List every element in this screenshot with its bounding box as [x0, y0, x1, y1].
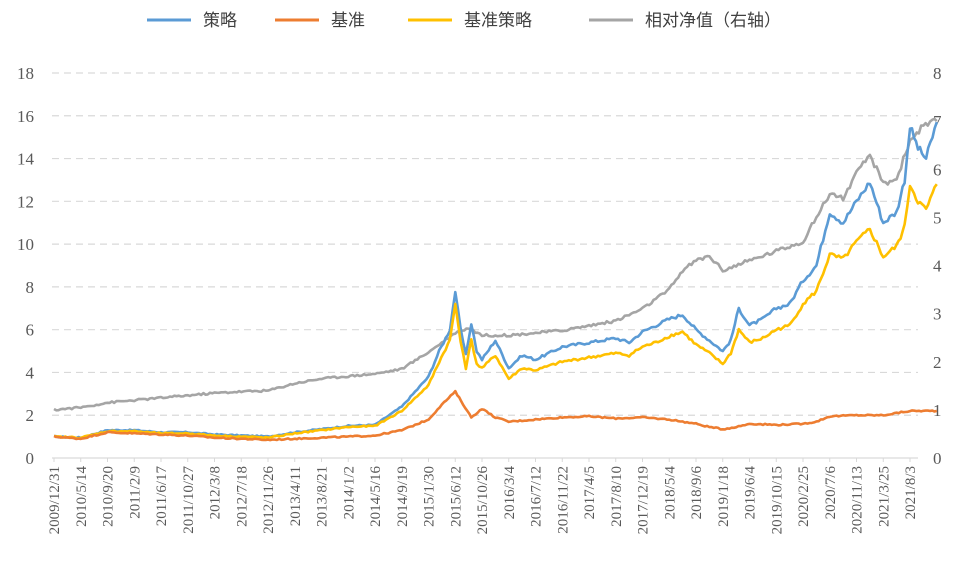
y-right-tick-label: 2 — [933, 353, 942, 372]
x-tick-label: 2019/1/18 — [716, 466, 732, 527]
x-tick-label: 2015/10/26 — [475, 466, 491, 535]
series-line-1 — [53, 389, 938, 442]
x-tick-label: 2019/6/4 — [743, 466, 759, 520]
x-axis: 2009/12/31 2010/5/14 2010/9/20 2011/2/9 2011… — [47, 458, 919, 534]
x-tick-label: 2018/5/4 — [662, 466, 678, 520]
y-left-tick-label: 14 — [17, 150, 35, 169]
gridlines — [52, 72, 918, 459]
y-right-tick-label: 1 — [933, 401, 942, 420]
x-tick-label: 2011/6/17 — [154, 466, 170, 527]
y-left-tick-label: 2 — [26, 406, 35, 425]
left-y-axis: 0 2 4 6 8 10 12 14 16 18 — [17, 64, 35, 468]
x-tick-label: 2012/7/18 — [234, 466, 250, 527]
x-tick-label: 2011/2/9 — [127, 466, 143, 519]
y-left-tick-label: 6 — [26, 321, 35, 340]
x-tick-label: 2013/4/11 — [288, 466, 304, 526]
x-tick-label: 2010/9/20 — [101, 466, 117, 527]
y-left-tick-label: 4 — [26, 363, 35, 382]
legend-label: 相对净值（右轴） — [645, 11, 781, 31]
y-right-tick-label: 0 — [933, 449, 942, 468]
x-tick-label: 2019/10/15 — [769, 466, 785, 534]
x-tick-label: 2014/1/2 — [341, 466, 357, 519]
series-line-0 — [53, 121, 939, 440]
x-tick-label: 2020/7/6 — [823, 466, 839, 520]
x-tick-label: 2020/2/25 — [796, 466, 812, 527]
x-tick-label: 2011/10/27 — [181, 466, 197, 534]
y-right-tick-label: 4 — [933, 257, 942, 276]
y-left-tick-label: 16 — [17, 107, 34, 126]
series-line-2 — [53, 183, 938, 440]
x-tick-label: 2012/11/26 — [261, 466, 277, 534]
x-tick-label: 2012/3/8 — [208, 466, 224, 519]
x-tick-label: 2015/1/30 — [422, 466, 438, 527]
y-left-tick-label: 10 — [17, 235, 34, 254]
x-tick-label: 2021/3/25 — [876, 466, 892, 527]
x-tick-label: 2010/5/14 — [74, 466, 90, 527]
x-tick-label: 2017/8/10 — [609, 466, 625, 527]
y-right-tick-label: 6 — [933, 160, 942, 179]
chart-legend: 策略 基准 基准策略 相对净值（右轴） — [147, 11, 781, 31]
y-left-tick-label: 12 — [17, 192, 34, 211]
x-tick-label: 2016/3/4 — [502, 466, 518, 520]
x-tick-label: 2014/5/16 — [368, 466, 384, 527]
y-left-tick-label: 0 — [26, 449, 35, 468]
y-right-tick-label: 5 — [933, 208, 942, 227]
x-tick-label: 2016/7/12 — [529, 466, 545, 527]
y-right-tick-label: 7 — [933, 112, 942, 131]
x-tick-label: 2009/12/31 — [47, 466, 63, 534]
y-left-tick-label: 18 — [17, 64, 34, 83]
legend-label: 策略 — [203, 11, 237, 31]
x-tick-label: 2017/4/5 — [582, 466, 598, 519]
x-tick-label: 2017/12/19 — [636, 466, 652, 534]
x-tick-label: 2020/11/13 — [850, 466, 866, 534]
x-tick-label: 2021/8/3 — [903, 466, 919, 519]
y-right-tick-label: 3 — [933, 305, 942, 324]
x-tick-label: 2015/6/12 — [448, 466, 464, 527]
y-right-tick-label: 8 — [933, 64, 942, 83]
series-lines — [53, 117, 939, 442]
x-tick-label: 2014/9/19 — [395, 466, 411, 527]
x-tick-label: 2013/8/21 — [315, 466, 331, 527]
series-line-3 — [53, 117, 938, 412]
legend-label: 基准策略 — [464, 11, 532, 31]
y-left-tick-label: 8 — [26, 278, 35, 297]
x-tick-label: 2016/11/22 — [555, 466, 571, 534]
legend-label: 基准 — [331, 11, 365, 31]
right-y-axis: 0 1 2 3 4 5 6 7 8 — [933, 64, 942, 468]
x-tick-label: 2018/9/6 — [689, 466, 705, 520]
